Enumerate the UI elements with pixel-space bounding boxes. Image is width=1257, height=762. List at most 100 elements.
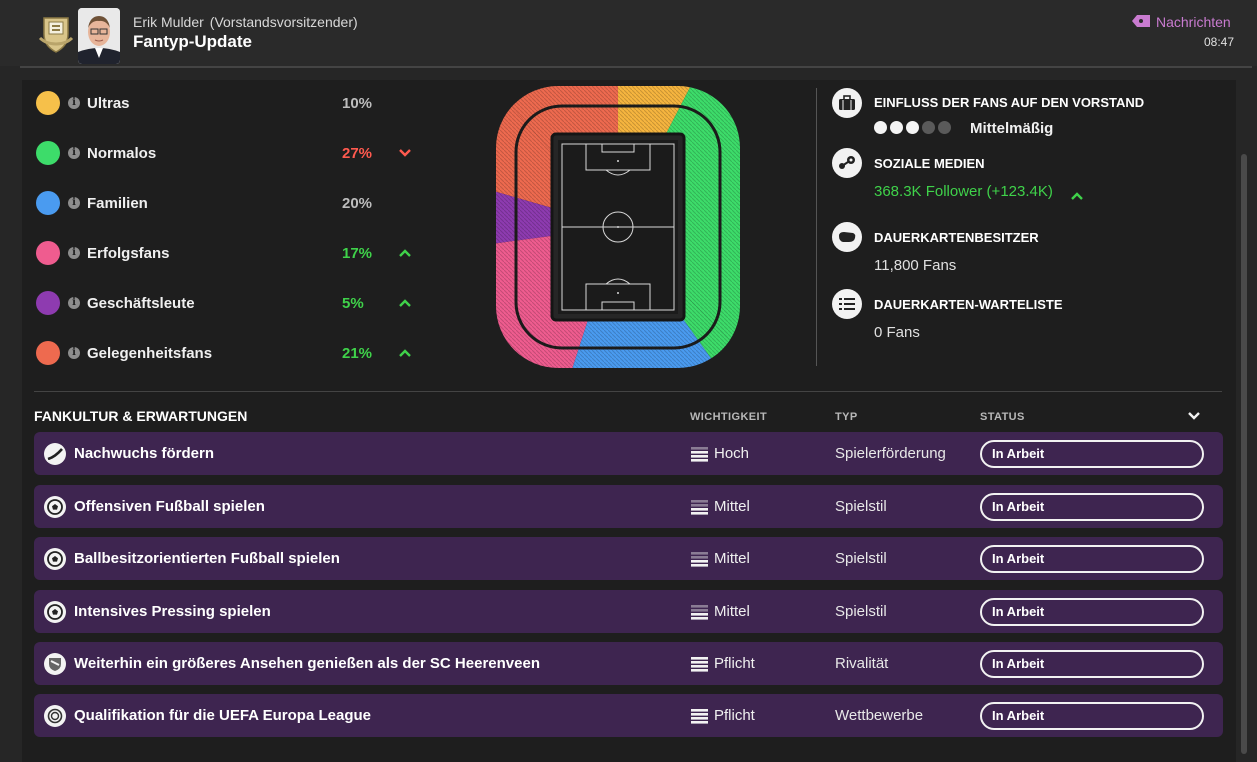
status-button[interactable]: In Arbeit	[980, 545, 1204, 573]
info-icon[interactable]: i	[68, 347, 80, 359]
importance-label: Mittel	[714, 498, 750, 515]
fan-group-row[interactable]: i Erfolgsfans 17%	[36, 238, 411, 268]
info-icon[interactable]: i	[68, 97, 80, 109]
status-label: In Arbeit	[992, 446, 1045, 461]
info-icon[interactable]: i	[68, 297, 80, 309]
rating-pip	[938, 121, 951, 134]
waitlist-title: DAUERKARTEN-WARTELISTE	[874, 297, 1063, 312]
importance-label: Pflicht	[714, 655, 755, 672]
importance-bars-icon	[691, 605, 708, 620]
fan-group-row[interactable]: i Normalos 27%	[36, 138, 411, 168]
sender-name[interactable]: Erik Mulder	[133, 14, 204, 30]
header-divider	[20, 66, 1252, 68]
type-label: Rivalität	[835, 655, 889, 672]
fan-color-dot	[36, 191, 60, 215]
rating-pip	[890, 121, 903, 134]
scrollbar[interactable]	[1241, 154, 1247, 754]
fan-group-name: Erfolgsfans	[87, 244, 170, 262]
waitlist-value: 0 Fans	[874, 324, 920, 341]
expectation-name: Ballbesitzorientierten Fußball spielen	[74, 550, 340, 567]
fan-color-dot	[36, 291, 60, 315]
type-label: Spielstil	[835, 603, 887, 620]
info-icon[interactable]: i	[68, 247, 80, 259]
type-label: Wettbewerbe	[835, 707, 924, 724]
importance-label: Hoch	[714, 445, 750, 462]
importance-label: Mittel	[714, 603, 750, 620]
sender-line: Erik Mulder (Vorstandsvorsitzender)	[133, 14, 358, 30]
expectation-name: Intensives Pressing spielen	[74, 603, 271, 620]
trend-up-icon	[399, 249, 411, 257]
club-crest-icon	[38, 14, 74, 54]
influence-rating	[874, 121, 951, 134]
expectation-row[interactable]: Qualifikation für die UEFA Europa League…	[34, 694, 1223, 737]
trend-up-icon	[399, 299, 411, 307]
trend-icon	[398, 198, 412, 208]
status-button[interactable]: In Arbeit	[980, 702, 1204, 730]
status-label: In Arbeit	[992, 708, 1045, 723]
football-icon	[44, 548, 66, 570]
briefcase-icon	[832, 88, 862, 118]
trend-icon	[398, 98, 412, 108]
expectation-row[interactable]: Ballbesitzorientierten Fußball spielen Mi…	[34, 537, 1223, 580]
fan-group-row[interactable]: i Ultras 10%	[36, 88, 372, 118]
inbox-button[interactable]: Nachrichten	[1132, 14, 1231, 30]
column-header-importance[interactable]: WICHTIGKEIT	[690, 411, 768, 423]
column-header-type[interactable]: TYP	[835, 411, 858, 423]
fan-group-row[interactable]: i Gelegenheitsfans 21%	[36, 338, 411, 368]
fan-group-name: Ultras	[87, 94, 130, 112]
fan-group-row[interactable]: i Familien 20%	[36, 188, 372, 218]
info-icon[interactable]: i	[68, 147, 80, 159]
fan-group-percent: 20%	[342, 194, 373, 212]
status-label: In Arbeit	[992, 499, 1045, 514]
sender-role: (Vorstandsvorsitzender)	[209, 14, 358, 30]
expectation-row[interactable]: Nachwuchs fördern Hoch Spielerförderung In …	[34, 432, 1223, 475]
chevron-down-icon[interactable]	[1187, 410, 1201, 422]
fan-group-row[interactable]: i Geschäftsleute 5%	[36, 288, 411, 318]
message-subject: Fantyp-Update	[133, 32, 252, 51]
expectation-row[interactable]: Weiterhin ein größeres Ansehen genießen …	[34, 642, 1223, 685]
expectation-name: Offensiven Fußball spielen	[74, 498, 265, 515]
rating-pip	[922, 121, 935, 134]
stadium-fan-map[interactable]	[496, 86, 740, 368]
expectation-name: Qualifikation für die UEFA Europa League	[74, 707, 371, 724]
status-button[interactable]: In Arbeit	[980, 650, 1204, 678]
social-title: SOZIALE MEDIEN	[874, 156, 985, 171]
status-button[interactable]: In Arbeit	[980, 493, 1204, 521]
type-label: Spielerförderung	[835, 445, 946, 462]
status-label: In Arbeit	[992, 604, 1045, 619]
social-value: 368.3K Follower (+123.4K)	[874, 183, 1053, 200]
influence-value: Mittelmäßig	[970, 120, 1054, 137]
type-label: Spielstil	[835, 550, 887, 567]
fan-color-dot	[36, 341, 60, 365]
expectation-name: Nachwuchs fördern	[74, 445, 215, 462]
sender-avatar[interactable]	[78, 8, 120, 64]
fan-color-dot	[36, 91, 60, 115]
competition-icon	[44, 705, 66, 727]
expectation-row[interactable]: Offensiven Fußball spielen Mittel Spielsti…	[34, 485, 1223, 528]
importance-label: Pflicht	[714, 707, 755, 724]
info-icon[interactable]: i	[68, 197, 80, 209]
importance-bars-icon	[691, 709, 708, 724]
expectation-name: Weiterhin ein größeres Ansehen genießen …	[74, 655, 540, 672]
football-icon	[44, 601, 66, 623]
fan-group-percent: 17%	[342, 244, 373, 262]
importance-bars-icon	[691, 500, 708, 515]
ticket-icon	[832, 222, 862, 252]
fan-group-name: Gelegenheitsfans	[87, 344, 213, 362]
table-title: FANKULTUR & ERWARTUNGEN	[34, 408, 248, 424]
importance-bars-icon	[691, 657, 708, 672]
fan-group-name: Geschäftsleute	[87, 294, 195, 312]
status-button[interactable]: In Arbeit	[980, 440, 1204, 468]
football-icon	[44, 496, 66, 518]
inbox-label: Nachrichten	[1156, 14, 1231, 30]
status-label: In Arbeit	[992, 551, 1045, 566]
rating-pip	[874, 121, 887, 134]
column-header-status[interactable]: STATUS	[980, 411, 1025, 423]
message-header	[0, 0, 1257, 66]
status-button[interactable]: In Arbeit	[980, 598, 1204, 626]
inbox-tag-icon	[1132, 14, 1150, 30]
fan-group-name: Familien	[87, 194, 148, 212]
fan-group-percent: 5%	[342, 294, 364, 312]
expectation-row[interactable]: Intensives Pressing spielen Mittel Spielst…	[34, 590, 1223, 633]
trend-up-icon	[1071, 192, 1083, 200]
